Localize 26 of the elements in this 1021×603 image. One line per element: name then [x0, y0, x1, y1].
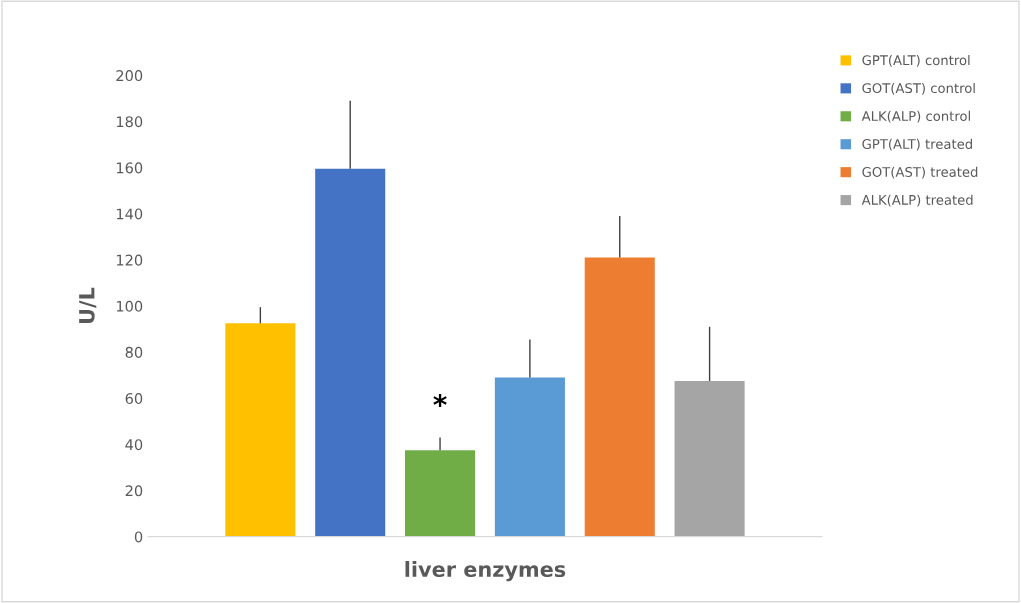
y-axis-title: U/L	[79, 287, 97, 324]
y-tick-label: 40	[125, 439, 143, 451]
legend-label: ALK(ALP) treated	[861, 194, 973, 207]
y-tick-label: 100	[116, 300, 143, 312]
y-tick-label: 160	[116, 162, 143, 174]
y-tick-label: 80	[125, 346, 143, 358]
y-tick-label: 60	[125, 393, 143, 405]
y-tick-label: 0	[134, 531, 143, 543]
legend-label: GOT(AST) treated	[862, 166, 978, 179]
y-tick-label: 200	[116, 70, 143, 82]
legend-label: GPT(ALT) control	[862, 54, 970, 67]
legend-label: GOT(AST) control	[862, 82, 975, 95]
x-axis-title: liver enzymes	[405, 560, 566, 582]
bar	[584, 257, 655, 537]
bar	[674, 380, 745, 537]
bar	[315, 168, 386, 537]
y-tick-label: 180	[116, 116, 143, 128]
legend-label: GPT(ALT) treated	[862, 138, 972, 151]
bar	[225, 323, 296, 537]
y-tick-label: 20	[125, 485, 143, 497]
legend-label: ALK(ALP) control	[861, 110, 970, 123]
bar	[405, 450, 476, 537]
y-tick-label: 140	[116, 208, 143, 220]
annotation: *	[433, 393, 447, 407]
bar	[494, 377, 565, 537]
y-tick-label: 120	[116, 254, 143, 266]
